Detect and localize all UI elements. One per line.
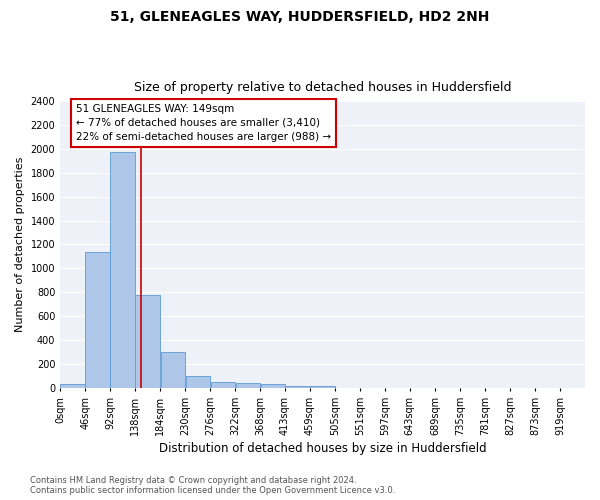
Text: 51, GLENEAGLES WAY, HUDDERSFIELD, HD2 2NH: 51, GLENEAGLES WAY, HUDDERSFIELD, HD2 2N… (110, 10, 490, 24)
Bar (260, 384, 285, 388)
Bar (185, 376, 210, 388)
X-axis label: Distribution of detached houses by size in Huddersfield: Distribution of detached houses by size … (159, 442, 487, 455)
Bar (136, 294, 160, 388)
Bar (161, 352, 185, 388)
Text: Contains HM Land Registry data © Crown copyright and database right 2024.
Contai: Contains HM Land Registry data © Crown c… (30, 476, 395, 495)
Text: 51 GLENEAGLES WAY: 149sqm
← 77% of detached houses are smaller (3,410)
22% of se: 51 GLENEAGLES WAY: 149sqm ← 77% of detac… (76, 104, 331, 142)
Y-axis label: Number of detached properties: Number of detached properties (15, 157, 25, 332)
Bar (236, 382, 260, 388)
Bar (61, 384, 85, 388)
Title: Size of property relative to detached houses in Huddersfield: Size of property relative to detached ho… (134, 81, 511, 94)
Bar (110, 152, 135, 388)
Bar (310, 386, 335, 388)
Bar (85, 252, 110, 388)
Bar (285, 386, 310, 388)
Bar (211, 382, 235, 388)
